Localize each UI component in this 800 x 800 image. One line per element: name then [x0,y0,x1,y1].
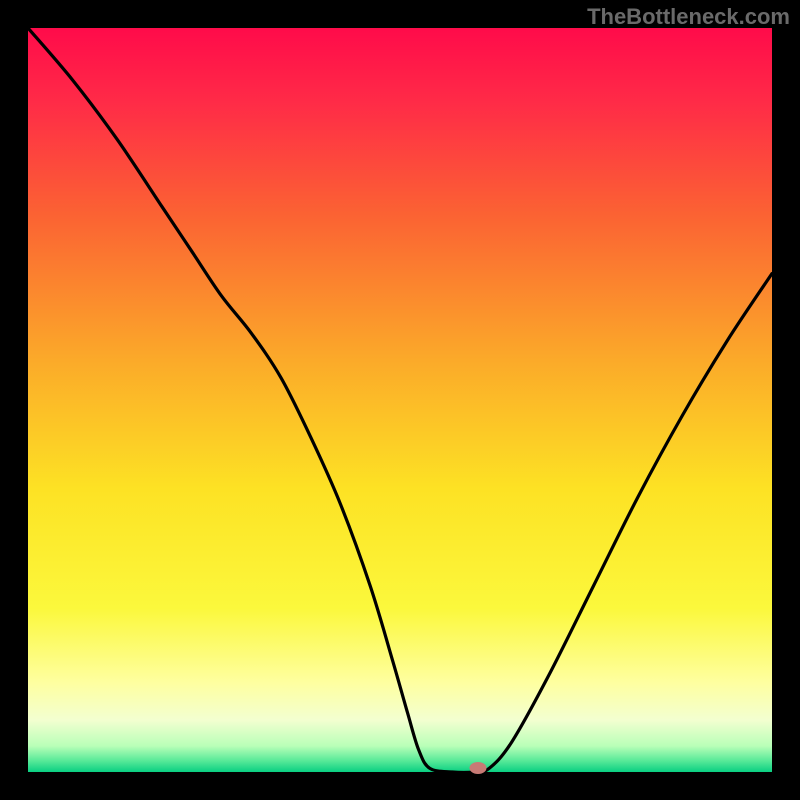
optimum-marker [470,762,487,774]
curve-path [28,28,772,772]
plot-area [28,28,772,772]
watermark-text: TheBottleneck.com [587,4,790,30]
bottleneck-curve [28,28,772,772]
